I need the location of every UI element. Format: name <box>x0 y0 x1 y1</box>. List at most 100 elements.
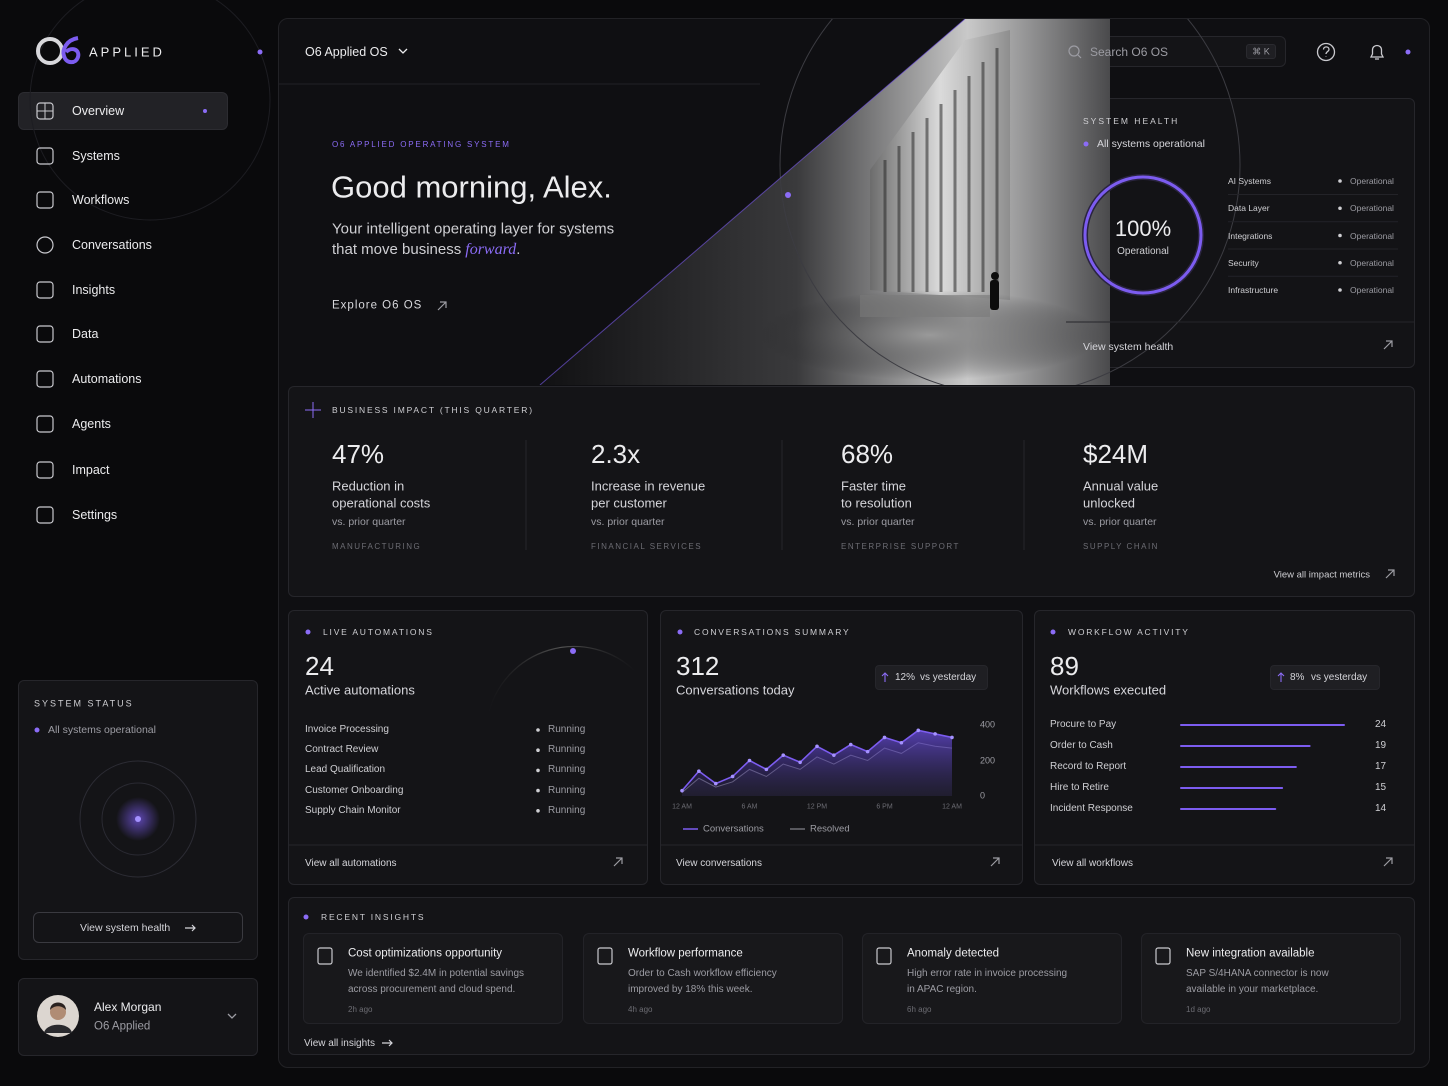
metric-sector: ENTERPRISE SUPPORT <box>841 542 960 551</box>
value-label: 19 <box>1375 740 1387 751</box>
help-icon <box>1316 42 1336 62</box>
insight-icon <box>876 947 892 965</box>
bar <box>1180 766 1297 768</box>
up-arrow <box>1277 672 1285 682</box>
insight-description: We identified $2.4M in potential savings <box>348 968 525 979</box>
nav-icon <box>36 506 54 524</box>
card-link[interactable]: View conversations <box>676 858 762 869</box>
automation-status: Running <box>548 804 586 816</box>
data-point <box>916 728 921 733</box>
change-value: 8% <box>1290 672 1305 683</box>
automation-status: Running <box>548 784 586 796</box>
insight-icon <box>597 947 613 965</box>
status-dot <box>303 914 309 920</box>
component-status: Operational <box>1350 203 1394 213</box>
arrow-icon <box>1383 340 1393 350</box>
data-point <box>899 740 904 745</box>
metric-value: 47% <box>332 439 385 469</box>
arrow-icon <box>185 924 196 932</box>
legend-label: Conversations <box>703 823 764 835</box>
data-point <box>730 774 735 779</box>
data-point <box>713 781 718 786</box>
value-label: 17 <box>1375 761 1387 772</box>
status-dot <box>1338 260 1342 265</box>
metric-sector: FINANCIAL SERVICES <box>591 542 703 551</box>
hero-arc <box>779 19 1241 385</box>
nav-item[interactable]: Workflows <box>72 192 130 207</box>
hero-beam <box>539 19 966 385</box>
hero-title: Good morning, Alex. <box>331 169 612 205</box>
search-icon <box>1068 45 1080 57</box>
automation-status: Running <box>548 724 586 735</box>
insight-card <box>862 933 1122 1024</box>
metric-label: per customer <box>591 495 667 511</box>
workspace-switcher[interactable]: O6 Applied OS <box>305 44 388 59</box>
metric-label: Faster time <box>841 478 907 494</box>
status-dot <box>536 788 540 793</box>
nav-item[interactable]: Insights <box>72 282 116 297</box>
legend-label: Resolved <box>810 823 850 835</box>
automation-status: Running <box>548 764 586 776</box>
search-input[interactable]: Search O6 OS <box>1090 45 1169 59</box>
workflow-name: Order to Cash <box>1050 740 1113 751</box>
metric-comparison: vs. prior quarter <box>841 515 915 528</box>
card-link[interactable]: View system health <box>1083 340 1174 353</box>
value-label: 14 <box>1375 803 1387 814</box>
insight-description: available in your marketplace. <box>1186 984 1319 995</box>
help-glyph <box>1322 46 1330 57</box>
nav-item[interactable]: Conversations <box>72 237 152 252</box>
workflow-name: Hire to Retire <box>1050 782 1109 793</box>
value-label: 15 <box>1375 782 1387 793</box>
button-label[interactable]: View system health <box>80 921 171 934</box>
stat-count: 24 <box>305 651 334 681</box>
person-head <box>991 272 999 280</box>
status-dot <box>34 727 40 733</box>
insight-time: 1d ago <box>1186 1005 1211 1014</box>
hero-cta[interactable]: Explore O6 OS <box>332 299 423 312</box>
nav-item[interactable]: Agents <box>72 416 111 431</box>
component-status: Operational <box>1350 284 1394 295</box>
y-tick-label: 400 <box>980 719 996 730</box>
component-name: Security <box>1228 257 1259 268</box>
brand-name: APPLIED <box>89 44 165 60</box>
card-link[interactable]: View all workflows <box>1052 858 1133 869</box>
card-link[interactable]: View all insights <box>304 1038 375 1049</box>
gauge-arc <box>487 645 637 717</box>
nav-item[interactable]: Overview <box>72 103 125 118</box>
y-tick-label: 200 <box>980 755 996 765</box>
shortcut-badge <box>1246 44 1276 59</box>
automation-status: Running <box>548 744 586 756</box>
arrow-icon <box>1383 857 1393 867</box>
status-dot <box>536 748 540 752</box>
automation-name: Supply Chain Monitor <box>305 804 401 816</box>
nav-item[interactable]: Systems <box>72 148 120 163</box>
arrow-icon <box>990 857 1000 867</box>
metric-value: 2.3x <box>591 439 641 469</box>
shortcut: ⌘ K <box>1252 46 1270 57</box>
metric-comparison: vs. prior quarter <box>1083 515 1157 528</box>
nav-item[interactable]: Impact <box>72 462 110 477</box>
nav-item[interactable]: Settings <box>72 507 118 522</box>
nav-item[interactable]: Data <box>72 326 99 341</box>
card-link[interactable]: View all automations <box>305 858 397 869</box>
arrow-icon <box>1385 569 1395 579</box>
nav-item[interactable]: Automations <box>72 371 142 386</box>
eyebrow: O6 APPLIED OPERATING SYSTEM <box>332 140 511 149</box>
insight-icon <box>317 947 333 965</box>
component-status: Operational <box>1350 257 1394 268</box>
metric-label: Reduction in <box>332 478 405 494</box>
component-name: AI Systems <box>1228 175 1271 186</box>
health-ring <box>1083 175 1203 295</box>
card-link[interactable]: View all impact metrics <box>1273 569 1370 581</box>
insight-time: 2h ago <box>348 1005 373 1014</box>
decor-arc <box>29 0 271 221</box>
status-dot <box>536 728 540 732</box>
data-point <box>848 742 853 747</box>
status-dot <box>1050 629 1056 635</box>
stairs <box>860 295 990 317</box>
stat-label: Workflows executed <box>1050 682 1167 698</box>
metric-label: unlocked <box>1083 495 1136 511</box>
nav-icon <box>36 281 54 299</box>
nav-icon <box>36 147 54 165</box>
data-point <box>747 758 752 763</box>
